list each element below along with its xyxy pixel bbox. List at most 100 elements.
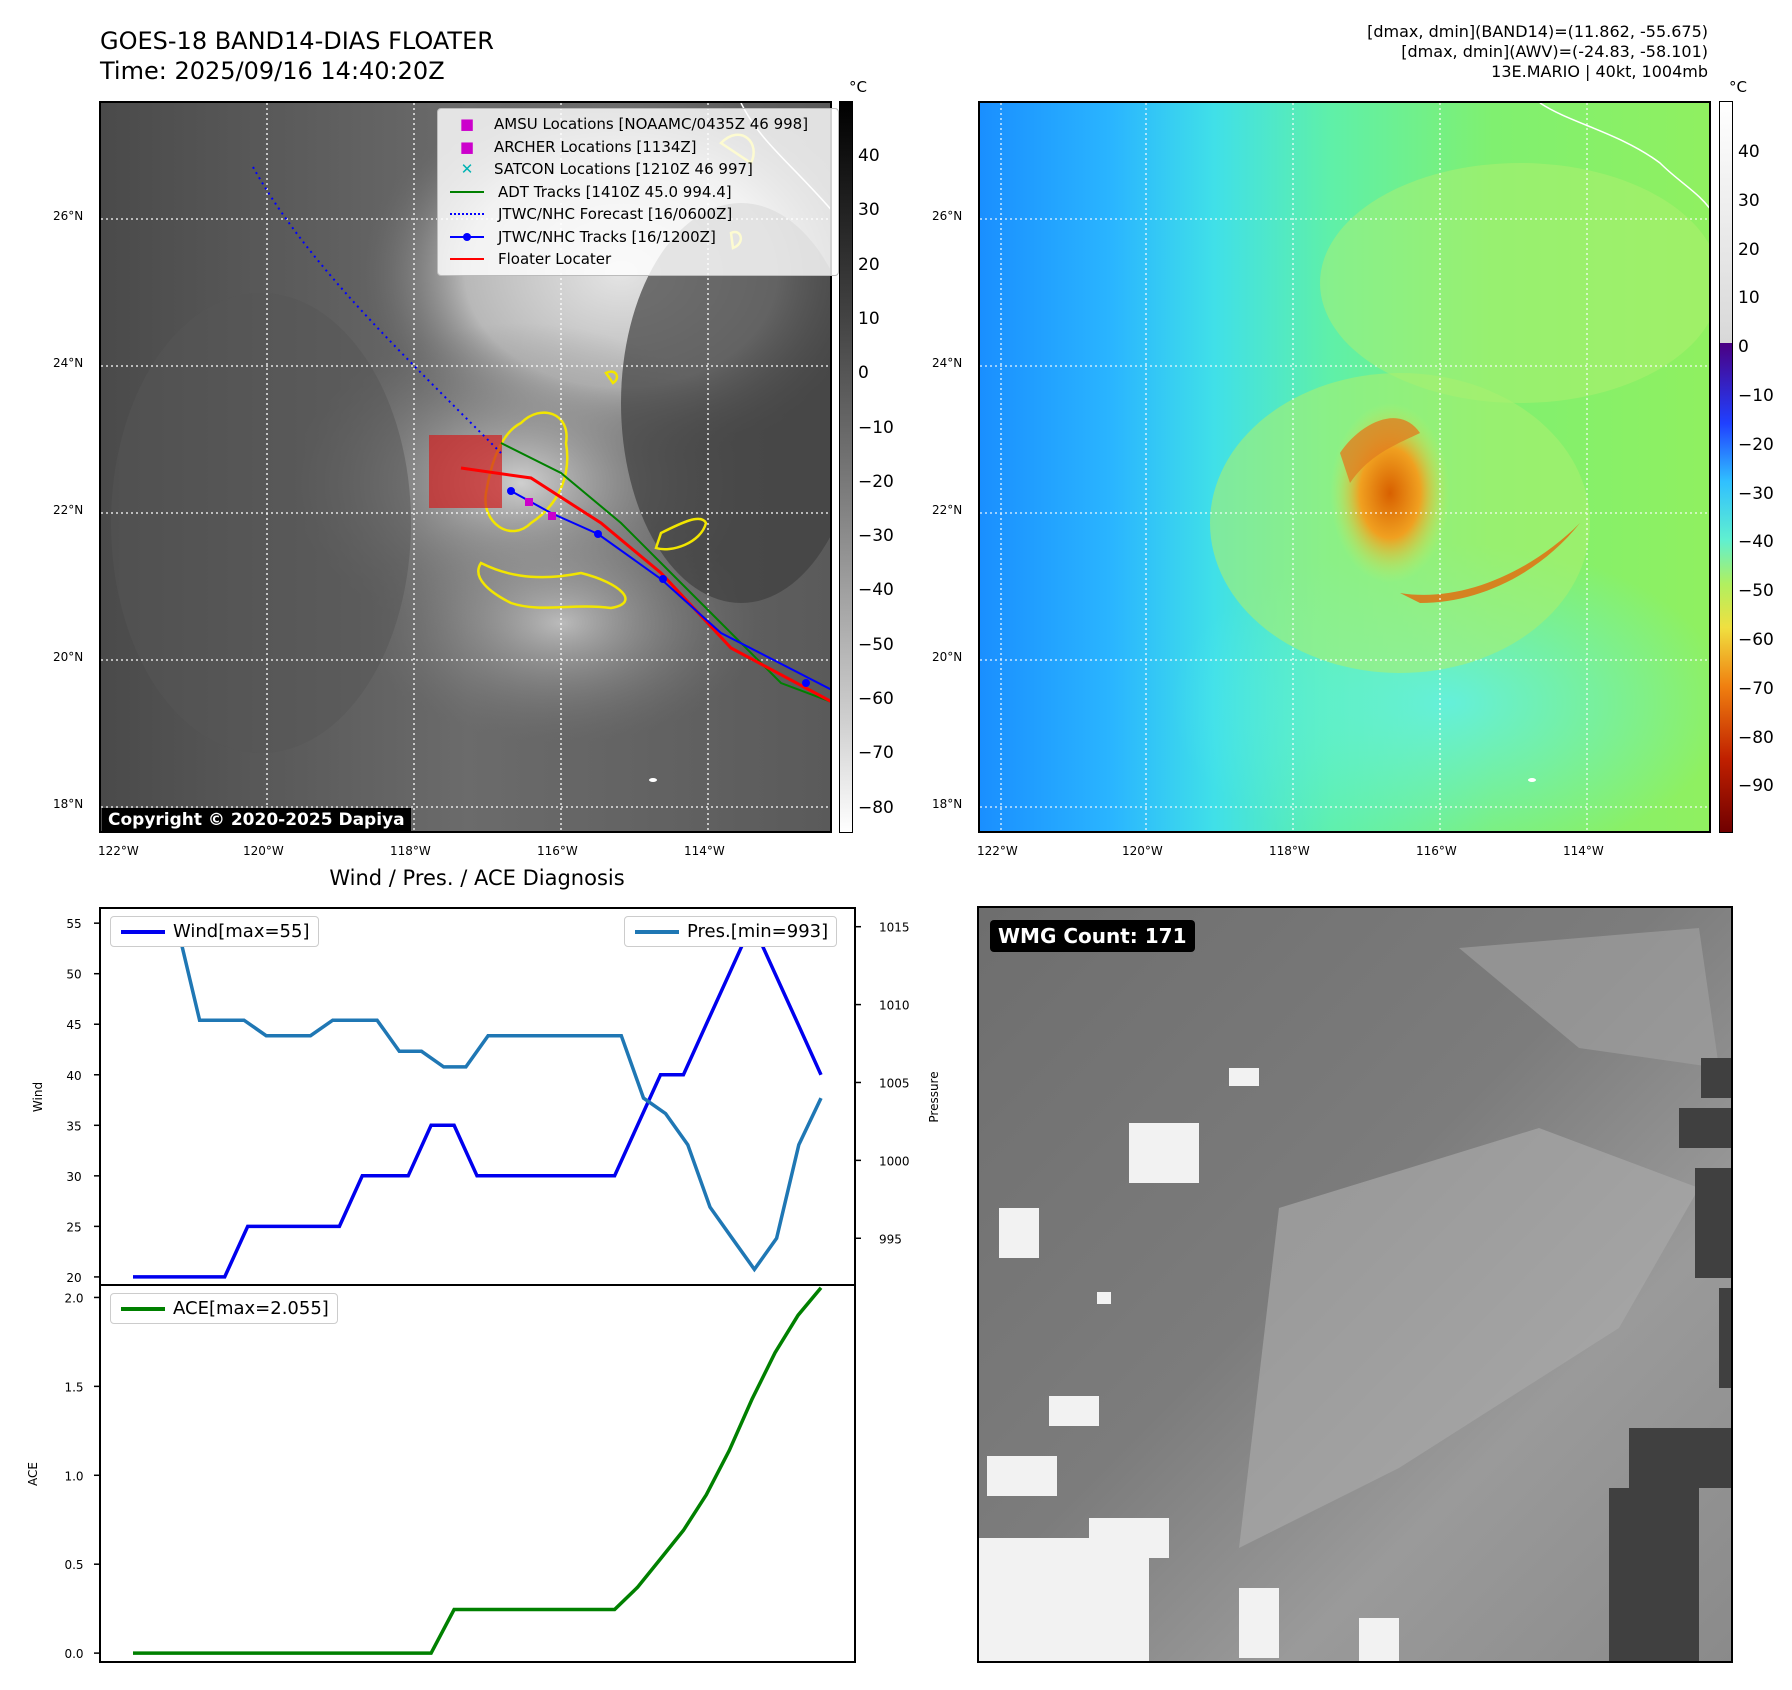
legend-item-forecast: JTWC/NHC Forecast [16/0600Z]: [446, 203, 830, 226]
wmg-count-badge: WMG Count: 171: [990, 920, 1195, 952]
gray-colorbar-tick: 0: [858, 363, 869, 384]
pressure-tick-label: 995: [879, 1232, 902, 1246]
gray-colorbar-tick: −70: [858, 743, 894, 764]
pressure-series-line: [133, 924, 823, 1273]
gray-colorbar-tick: −30: [858, 526, 894, 547]
wind-series-line: [133, 918, 823, 1279]
line-marker-icon: [121, 1306, 165, 1311]
dotted-line-icon: [450, 213, 484, 216]
lat-tick-label: 22°N: [932, 503, 963, 517]
figure-title: GOES-18 BAND14-DIAS FLOATER Time: 2025/0…: [100, 26, 494, 86]
wind-tick-label: 45: [66, 1018, 81, 1032]
title-satellite: GOES-18 BAND14-DIAS FLOATER: [100, 27, 494, 55]
wind-tick-label: 35: [66, 1119, 81, 1133]
line-marker-icon: [635, 929, 679, 934]
ace-tick-label: 0.0: [64, 1647, 83, 1661]
lon-tick-label: 114°W: [1563, 844, 1604, 858]
gray-colorbar: [839, 101, 853, 833]
ace-series-line: [133, 1286, 823, 1655]
ace-legend: ACE[max=2.055]: [110, 1293, 338, 1324]
info-storm: 13E.MARIO | 40kt, 1004mb: [1491, 62, 1708, 81]
color-colorbar: [1719, 101, 1733, 833]
lon-tick-label: 120°W: [1122, 844, 1163, 858]
info-band14: [dmax, dmin](BAND14)=(11.862, -55.675): [1367, 22, 1708, 41]
line-marker-icon: [450, 258, 484, 261]
pressure-legend: Pres.[min=993]: [624, 916, 838, 947]
legend-item-adt: ADT Tracks [1410Z 45.0 994.4]: [446, 181, 830, 204]
info-block: [dmax, dmin](BAND14)=(11.862, -55.675) […: [1367, 22, 1708, 82]
line-dot-marker-icon: [450, 232, 484, 241]
ace-tick-label: 1.5: [64, 1380, 83, 1394]
diagnosis-title: Wind / Pres. / ACE Diagnosis: [329, 866, 625, 890]
gray-colorbar-tick: −40: [858, 580, 894, 601]
info-awv: [dmax, dmin](AWV)=(-24.83, -58.101): [1401, 42, 1708, 61]
wmg-image: [979, 908, 1731, 1661]
square-marker-icon: ■: [459, 137, 475, 156]
track-legend: ■ AMSU Locations [NOAAMC/0435Z 46 998] ■…: [437, 108, 839, 276]
gray-colorbar-tick: −10: [858, 417, 894, 438]
wind-pressure-axes: [99, 907, 856, 1286]
copyright-label: Copyright © 2020-2025 Dapiya: [102, 808, 411, 832]
wind-tick-label: 30: [66, 1170, 81, 1184]
color-colorbar-tick: −10: [1738, 386, 1774, 406]
lat-tick-label: 26°N: [932, 209, 963, 223]
awv-map-panel: [978, 101, 1711, 833]
ace-tick-label: 1.0: [64, 1469, 83, 1483]
lat-tick-label: 22°N: [53, 503, 84, 517]
color-colorbar-tick: −50: [1738, 581, 1774, 602]
gray-colorbar-tick: 10: [858, 308, 880, 329]
wind-tick-label: 55: [66, 917, 81, 931]
lat-tick-label: 20°N: [53, 650, 84, 664]
square-marker-icon: ■: [459, 115, 475, 134]
color-colorbar-tick: −90: [1738, 776, 1774, 797]
color-colorbar-tick: 20: [1738, 239, 1760, 260]
color-colorbar-unit: °C: [1729, 78, 1747, 96]
lon-tick-label: 114°W: [684, 844, 725, 858]
gray-colorbar-tick: 40: [858, 146, 880, 166]
wind-tick-label: 20: [66, 1271, 81, 1285]
color-colorbar-tick: −70: [1738, 678, 1774, 699]
lon-tick-label: 120°W: [243, 844, 284, 858]
pressure-tick-label: 1000: [879, 1154, 910, 1168]
gray-colorbar-tick: −50: [858, 634, 894, 655]
awv-map-image: [980, 103, 1709, 831]
lat-tick-label: 20°N: [932, 650, 963, 664]
color-colorbar-tick: −60: [1738, 630, 1774, 650]
lon-tick-label: 118°W: [1269, 844, 1310, 858]
color-colorbar-tick: −40: [1738, 532, 1774, 553]
legend-item-amsu: ■ AMSU Locations [NOAAMC/0435Z 46 998]: [446, 113, 830, 136]
legend-item-tracks: JTWC/NHC Tracks [16/1200Z]: [446, 226, 830, 249]
gray-colorbar-tick: 20: [858, 254, 880, 275]
lon-tick-label: 116°W: [1416, 844, 1457, 858]
lon-tick-label: 122°W: [977, 844, 1018, 858]
gray-colorbar-tick: 30: [858, 200, 880, 221]
color-colorbar-tick: 10: [1738, 288, 1760, 309]
lat-tick-label: 18°N: [932, 797, 963, 811]
lat-tick-label: 24°N: [932, 356, 963, 370]
ace-axes: [99, 1284, 856, 1663]
pressure-tick-label: 1010: [879, 999, 910, 1013]
color-colorbar-tick: −80: [1738, 727, 1774, 748]
ace-tick-label: 2.0: [64, 1291, 83, 1305]
wind-legend: Wind[max=55]: [110, 916, 319, 947]
line-marker-icon: [121, 929, 165, 934]
lon-tick-label: 118°W: [390, 844, 431, 858]
x-marker-icon: ✕: [460, 160, 474, 179]
ace-tick-label: 0.5: [64, 1558, 83, 1572]
color-colorbar-tick: −20: [1738, 434, 1774, 455]
color-colorbar-tick: −30: [1738, 483, 1774, 504]
lon-tick-label: 122°W: [98, 844, 139, 858]
gray-colorbar-tick: −80: [858, 797, 894, 818]
pressure-tick-label: 1005: [879, 1076, 910, 1090]
gray-colorbar-tick: −20: [858, 471, 894, 492]
lat-tick-label: 24°N: [53, 356, 84, 370]
gray-colorbar-unit: °C: [849, 78, 867, 96]
lon-tick-label: 116°W: [537, 844, 578, 858]
wind-tick-label: 40: [66, 1069, 81, 1083]
title-time: Time: 2025/09/16 14:40:20Z: [100, 57, 445, 85]
lat-tick-label: 26°N: [53, 209, 84, 223]
color-colorbar-tick: 0: [1738, 337, 1749, 358]
gray-colorbar-tick: −60: [858, 689, 894, 709]
legend-item-archer: ■ ARCHER Locations [1134Z]: [446, 136, 830, 159]
